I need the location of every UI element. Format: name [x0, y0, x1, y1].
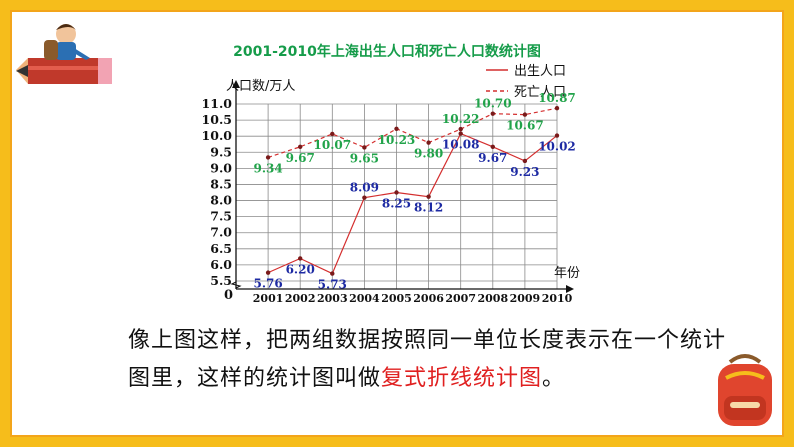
y-tick-label: 5.5	[210, 273, 232, 288]
death-data-point	[394, 126, 399, 131]
death-data-label: 9.67	[286, 151, 315, 165]
death-data-label: 10.87	[538, 91, 576, 105]
y-tick-label: 9.5	[210, 144, 232, 159]
x-tick-label: 2004	[349, 292, 380, 305]
caption-text: 像上图这样，把两组数据按照同一单位长度表示在一个统计图里，这样的统计图叫做	[128, 328, 727, 391]
x-axis-ticks: 2001 2002 2003 2004 2005 2006 2007 2008 2009 2010	[253, 292, 573, 305]
x-tick-label: 2003	[317, 292, 348, 305]
death-data-label: 10.22	[442, 112, 480, 126]
death-data-point	[490, 111, 495, 116]
y-axis-arrow	[232, 80, 240, 88]
birth-series-line	[267, 132, 558, 275]
legend-death-label: 死亡人口	[514, 85, 566, 100]
death-data-label: 10.23	[378, 133, 416, 147]
death-data-label: 9.65	[350, 151, 379, 165]
birth-data-label: 8.12	[414, 201, 443, 215]
chart-series: 5.766.205.738.098.25 8.1210.089.679.2310.…	[253, 91, 575, 291]
birth-data-label: 5.73	[318, 278, 347, 292]
backpack-illustration	[718, 354, 772, 426]
y-tick-label: 10.5	[202, 112, 232, 127]
x-tick-label: 2010	[542, 292, 573, 305]
y-tick-label: 11.0	[202, 96, 233, 111]
chart-title: 2001-2010年上海出生人口和死亡人口数统计图	[233, 43, 541, 60]
birth-data-label: 10.08	[442, 138, 480, 152]
x-axis-label: 年份	[554, 266, 580, 281]
death-data-label: 10.07	[314, 138, 352, 152]
caption-end: 。	[542, 366, 566, 391]
death-data-label: 9.34	[253, 161, 282, 175]
birth-data-label: 9.23	[510, 165, 539, 179]
birth-data-label: 8.25	[382, 197, 411, 211]
y-tick-label: 10.0	[202, 128, 233, 143]
caption-highlight: 复式折线统计图	[381, 366, 543, 391]
x-tick-label: 2006	[413, 292, 444, 305]
death-data-point	[522, 112, 528, 117]
y-tick-label: 9.0	[210, 160, 232, 175]
birth-data-point	[522, 158, 528, 164]
x-tick-label: 2001	[253, 292, 284, 305]
chart-grid	[236, 103, 558, 289]
death-data-point	[426, 140, 431, 145]
death-series-line	[267, 107, 558, 158]
y-tick-label: 8.5	[210, 176, 232, 191]
birth-data-point	[265, 270, 271, 275]
birth-data-label: 10.02	[538, 140, 576, 154]
death-data-label: 10.67	[506, 119, 544, 133]
axis-break-mark	[230, 281, 242, 289]
birth-data-point	[298, 256, 303, 261]
death-data-point	[362, 145, 367, 150]
slide-caption: 像上图这样，把两组数据按照同一单位长度表示在一个统计图里，这样的统计图叫做复式折…	[128, 322, 728, 398]
x-tick-label: 2005	[381, 292, 412, 305]
x-axis-arrow	[566, 285, 574, 293]
x-tick-label: 2009	[510, 292, 541, 305]
chart-legend: 出生人口 死亡人口	[486, 64, 566, 100]
x-tick-label: 2002	[285, 292, 316, 305]
birth-data-point	[458, 131, 463, 136]
birth-data-point	[426, 194, 431, 199]
kid-on-pencil-illustration	[16, 24, 112, 84]
birth-data-point	[330, 271, 335, 276]
death-data-point	[265, 155, 271, 160]
legend-birth-label: 出生人口	[514, 64, 566, 79]
birth-data-label: 6.20	[286, 262, 315, 276]
y-tick-label: 7.0	[210, 225, 232, 240]
y-origin-label: 0	[224, 288, 233, 303]
y-tick-label: 6.0	[210, 257, 232, 272]
death-data-point	[298, 144, 303, 150]
chart-axes	[230, 80, 574, 293]
y-axis-ticks: 5.56.06.57.07.58.0 8.59.09.510.010.511.0	[202, 96, 233, 288]
birth-data-point	[362, 195, 367, 200]
birth-data-label: 5.76	[253, 277, 282, 291]
y-axis-label: 人口数/万人	[226, 79, 295, 94]
birth-data-label: 9.67	[478, 151, 507, 165]
y-tick-label: 8.0	[210, 193, 232, 208]
x-tick-label: 2007	[445, 292, 476, 305]
death-data-point	[458, 126, 463, 132]
death-data-point	[554, 105, 560, 111]
birth-data-point	[554, 133, 560, 138]
y-tick-label: 7.5	[210, 209, 232, 224]
birth-data-label: 8.09	[350, 181, 379, 195]
death-data-point	[330, 131, 335, 137]
death-data-label: 9.80	[414, 147, 443, 161]
x-tick-label: 2008	[477, 292, 508, 305]
birth-data-point	[490, 144, 495, 150]
death-data-label: 10.70	[474, 97, 512, 111]
line-chart: 2001-2010年上海出生人口和死亡人口数统计图 5.56.06.57.07.…	[202, 43, 580, 305]
birth-data-point	[394, 190, 399, 195]
y-tick-label: 6.5	[210, 241, 232, 256]
